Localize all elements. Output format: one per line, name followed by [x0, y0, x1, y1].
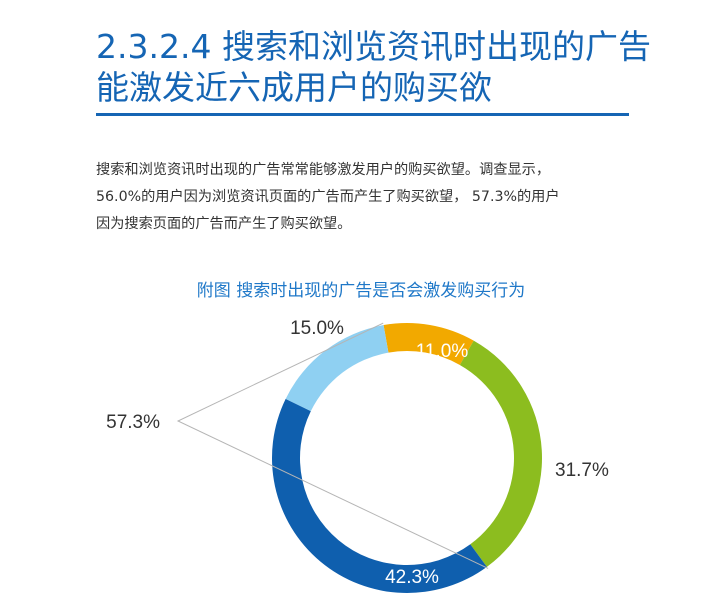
donut-slice-3 [272, 398, 487, 593]
title-underline [96, 113, 629, 116]
section-title-line-2: 能激发近六成用户的购买欲 [96, 68, 492, 107]
annotation-leader-line [176, 322, 489, 569]
slice-label-3: 42.3% [385, 567, 439, 588]
body-line-1: 搜索和浏览资讯时出现的广告常常能够激发用户的购买欲望。调查显示， [96, 162, 551, 178]
donut-slice-1 [383, 323, 474, 365]
donut-slice-2 [459, 340, 542, 567]
body-line-3: 因为搜索页面的广告而产生了购买欲望。 [96, 216, 352, 232]
section-title-line-1: 2.3.2.4 搜索和浏览资讯时出现的广告 [96, 27, 651, 66]
body-paragraph: 搜索和浏览资讯时出现的广告常常能够激发用户的购买欲望。调查显示， 56.0%的用… [96, 157, 636, 238]
donut-slices [272, 323, 542, 593]
donut-slice-4 [285, 325, 389, 412]
slice-label-4: 15.0% [290, 318, 344, 339]
slice-label-1: 11.0% [416, 341, 469, 362]
body-line-2: 56.0%的用户因为浏览资讯页面的广告而产生了购买欲望， 57.3%的用户 [96, 189, 560, 205]
slice-labels: 11.0% 31.7% 42.3% 15.0% 57.3% [106, 318, 609, 588]
chart-title: 附图 搜索时出现的广告是否会激发购买行为 [197, 281, 525, 301]
slice-label-2: 31.7% [555, 460, 609, 481]
annotation-label: 57.3% [106, 412, 160, 433]
annotation-leader [176, 322, 489, 569]
section-title: 2.3.2.4 搜索和浏览资讯时出现的广告 能激发近六成用户的购买欲 [96, 26, 651, 108]
